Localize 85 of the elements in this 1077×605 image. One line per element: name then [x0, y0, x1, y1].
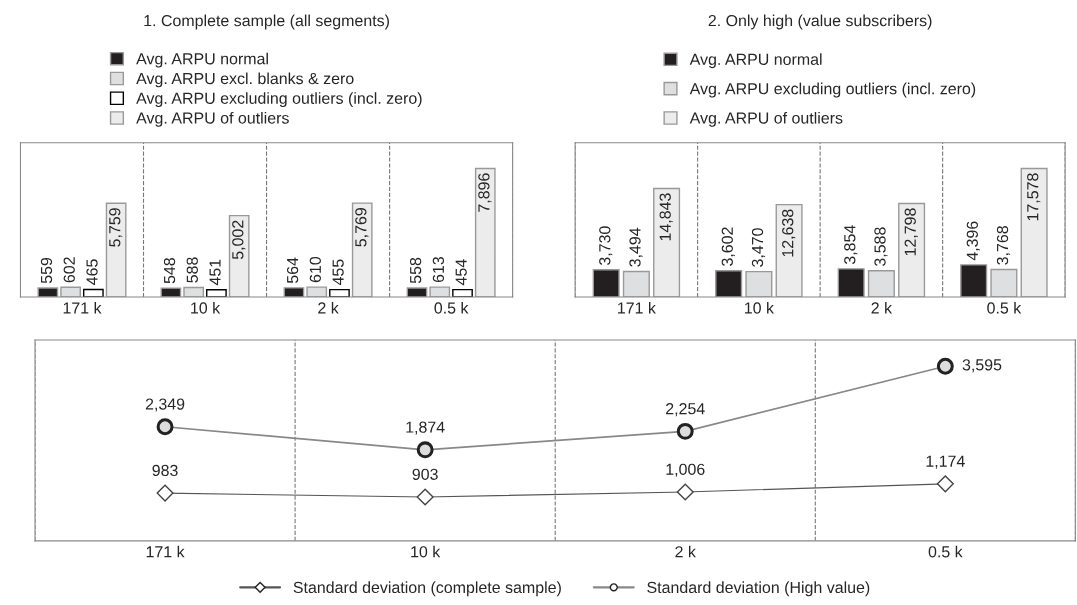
x-tick-label: 171 k: [146, 545, 185, 558]
data-label: 1,006: [666, 463, 705, 477]
x-tick-label: 0.5 k: [987, 301, 1022, 314]
data-label: 558: [409, 257, 422, 284]
data-label: 3,768: [996, 226, 1011, 265]
legend-label: Avg. ARPU normal: [689, 53, 822, 69]
x-tick-label: 0.5 k: [928, 545, 963, 558]
bar: [867, 270, 895, 298]
data-label: 983: [152, 464, 178, 477]
data-label: 17,578: [1027, 173, 1041, 221]
point: [416, 488, 434, 506]
data-label: 5,759: [109, 208, 123, 247]
bar: [406, 287, 428, 298]
chart-title: 2. Only high (value subscribers): [708, 14, 932, 30]
data-label: 454: [455, 259, 467, 286]
legend-label: Avg. ARPU excluding outliers (incl. zero): [136, 92, 422, 108]
bar: [898, 202, 926, 298]
bar: [715, 270, 743, 298]
legend-label: Avg. ARPU excluding outliers (incl. zero): [689, 82, 976, 98]
data-label: 3,470: [751, 228, 766, 267]
x-tick-label: 10 k: [191, 301, 221, 314]
data-label: 610: [309, 256, 321, 283]
bar: [228, 214, 250, 298]
data-label: 588: [186, 257, 198, 283]
data-label: 3,730: [599, 226, 613, 265]
bar: [160, 287, 182, 298]
data-label: 14,843: [659, 193, 673, 241]
legend-label: Avg. ARPU of outliers: [689, 111, 843, 127]
data-label: 559: [40, 257, 53, 284]
data-label: 903: [412, 468, 438, 480]
data-label: 1,174: [926, 455, 965, 469]
data-label: 455: [332, 259, 344, 286]
data-label: 548: [163, 258, 176, 284]
x-tick-label: 10 k: [745, 301, 774, 314]
data-label: 564: [286, 257, 299, 284]
bar: [837, 268, 865, 298]
bar: [653, 187, 681, 298]
legend-label: Avg. ARPU excl. blanks & zero: [136, 72, 354, 88]
bar: [429, 286, 451, 298]
chart-title: 1. Complete sample (all segments): [144, 14, 389, 30]
data-label: 3,602: [721, 227, 735, 266]
bar: [351, 202, 373, 298]
bar: [960, 264, 988, 298]
legend-label: Standard deviation (complete sample): [293, 581, 561, 597]
legend-label: Avg. ARPU of outliers: [136, 111, 289, 127]
bar: [622, 270, 650, 298]
data-label: 12,638: [782, 209, 796, 257]
data-label: 602: [63, 257, 75, 283]
bar: [745, 270, 773, 298]
x-tick-label: 0.5 k: [434, 301, 469, 314]
data-label: 4,396: [966, 221, 980, 261]
data-label: 5,002: [232, 220, 246, 260]
data-label: 3,588: [874, 227, 888, 267]
data-label: 2,349: [145, 398, 185, 412]
bar: [1020, 167, 1048, 298]
bar: [990, 268, 1018, 298]
point: [936, 475, 954, 493]
data-label: 12,798: [904, 208, 918, 256]
x-tick-label: 171 k: [63, 301, 102, 314]
data-label: 465: [86, 259, 98, 285]
data-label: 3,854: [844, 225, 858, 265]
bar: [105, 202, 127, 298]
bar: [183, 286, 205, 298]
bar: [775, 203, 803, 298]
x-tick-label: 2 k: [675, 545, 696, 558]
data-label: 2,254: [666, 403, 705, 417]
x-tick-label: 10 k: [411, 545, 441, 558]
x-tick-label: 2 k: [871, 301, 893, 314]
legend-label: Standard deviation (High value): [647, 581, 870, 597]
data-label: 613: [432, 256, 445, 283]
data-label: 451: [209, 259, 221, 286]
point: [676, 483, 694, 501]
data-label: 7,896: [478, 173, 492, 212]
point: [156, 484, 174, 502]
x-tick-label: 2 k: [318, 301, 339, 314]
bar: [474, 167, 496, 298]
x-tick-label: 171 k: [618, 301, 656, 314]
data-label: 5,769: [355, 208, 369, 247]
data-label: 1,874: [406, 421, 445, 435]
bar: [592, 269, 620, 298]
legend-label: Avg. ARPU normal: [136, 52, 268, 68]
bar: [306, 286, 328, 298]
data-label: 3,494: [629, 227, 643, 267]
bar: [37, 287, 59, 298]
data-label: 3,595: [962, 359, 1002, 373]
